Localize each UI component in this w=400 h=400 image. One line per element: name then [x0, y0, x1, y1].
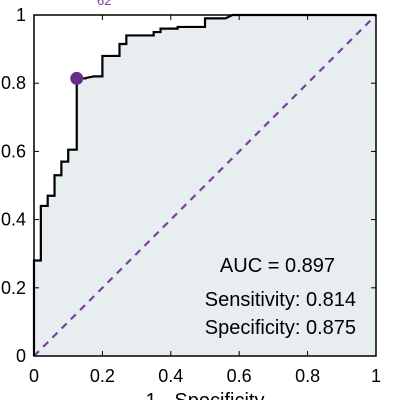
title-fragment: 62	[97, 0, 111, 8]
auc-annotation: AUC = 0.897	[220, 255, 335, 277]
x-tick-label: 0.2	[90, 366, 115, 386]
y-tick-label: 0.6	[1, 141, 26, 161]
x-axis-title: 1 - Specificity	[146, 390, 265, 400]
y-axis-ticks: 0 0.2 0.4 0.6 0.8 1	[1, 5, 376, 366]
plot-frame	[33, 14, 377, 357]
x-tick-label: 1	[371, 366, 381, 386]
y-tick-label: 0.8	[1, 73, 26, 93]
x-tick-label: 0	[29, 366, 39, 386]
x-axis-ticks: 0 0.2 0.4 0.6 0.8 1	[29, 15, 381, 386]
sensitivity-annotation: Sensitivity: 0.814	[205, 289, 356, 311]
specificity-annotation: Specificity: 0.875	[205, 317, 356, 339]
x-tick-label: 0.8	[295, 366, 320, 386]
operating-point-marker	[70, 71, 84, 85]
chance-line	[33, 14, 377, 357]
x-tick-label: 0.4	[158, 366, 183, 386]
y-tick-label: 0.2	[1, 278, 26, 298]
x-tick-label: 0.6	[227, 366, 252, 386]
y-tick-label: 0	[16, 346, 26, 366]
y-tick-label: 0.4	[1, 210, 26, 230]
roc-curve-line	[32, 13, 376, 356]
y-tick-label: 1	[16, 5, 26, 25]
